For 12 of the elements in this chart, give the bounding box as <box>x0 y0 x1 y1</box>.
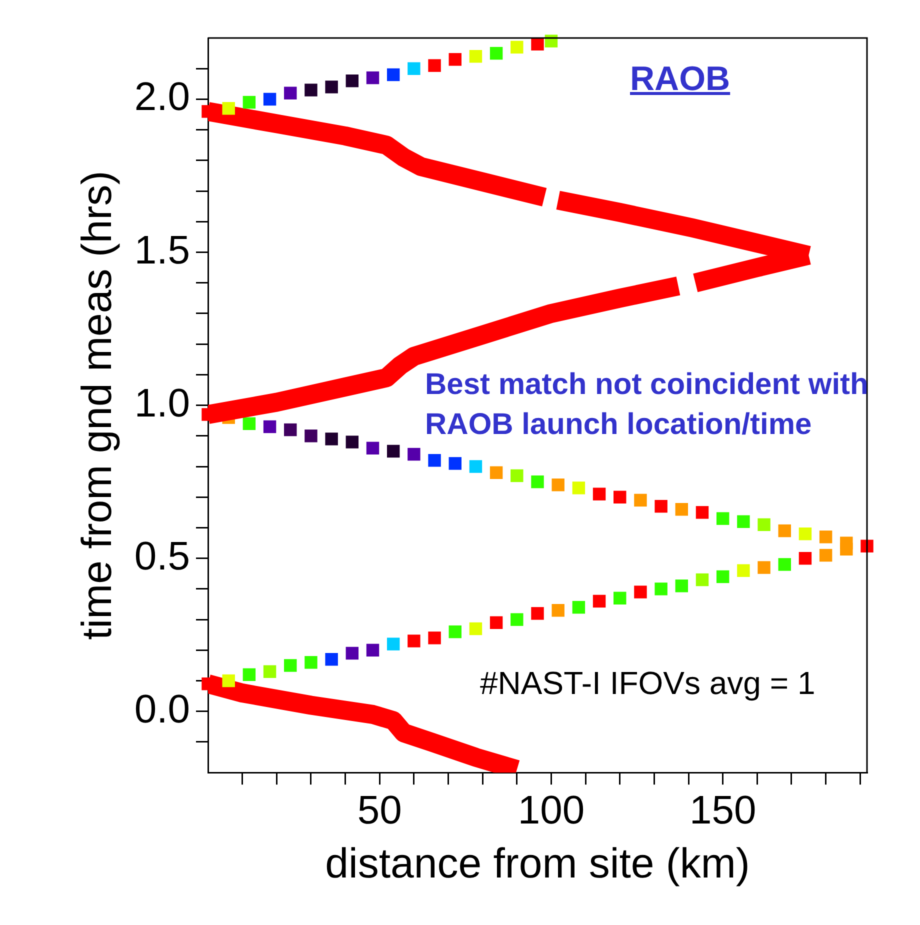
x-tick-label: 100 <box>518 788 585 833</box>
x-tick-label: 50 <box>357 788 402 833</box>
annotation: RAOB <box>630 60 730 99</box>
y-tick-label: 0.0 <box>134 687 190 732</box>
y-tick-label: 0.5 <box>134 534 190 578</box>
y-tick-label: 2.0 <box>134 75 190 120</box>
y-tick-label: 1.0 <box>134 381 190 426</box>
y-axis-title: time from gnd meas (hrs) <box>72 170 120 640</box>
y-tick-label: 1.5 <box>134 228 190 272</box>
x-axis-title: distance from site (km) <box>325 839 750 886</box>
x-tick-label: 150 <box>689 788 756 833</box>
annotation: #NAST-I IFOVs avg = 1 <box>480 665 816 702</box>
